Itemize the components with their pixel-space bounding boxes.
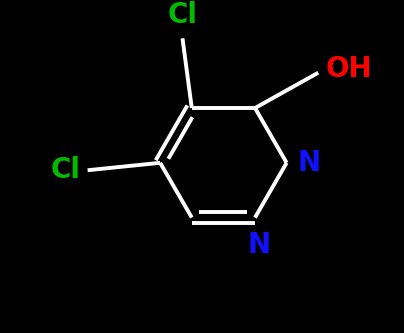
Text: N: N [247, 230, 270, 259]
Text: Cl: Cl [168, 1, 198, 29]
Text: Cl: Cl [50, 156, 80, 184]
Text: OH: OH [326, 55, 372, 83]
Text: N: N [298, 149, 321, 177]
